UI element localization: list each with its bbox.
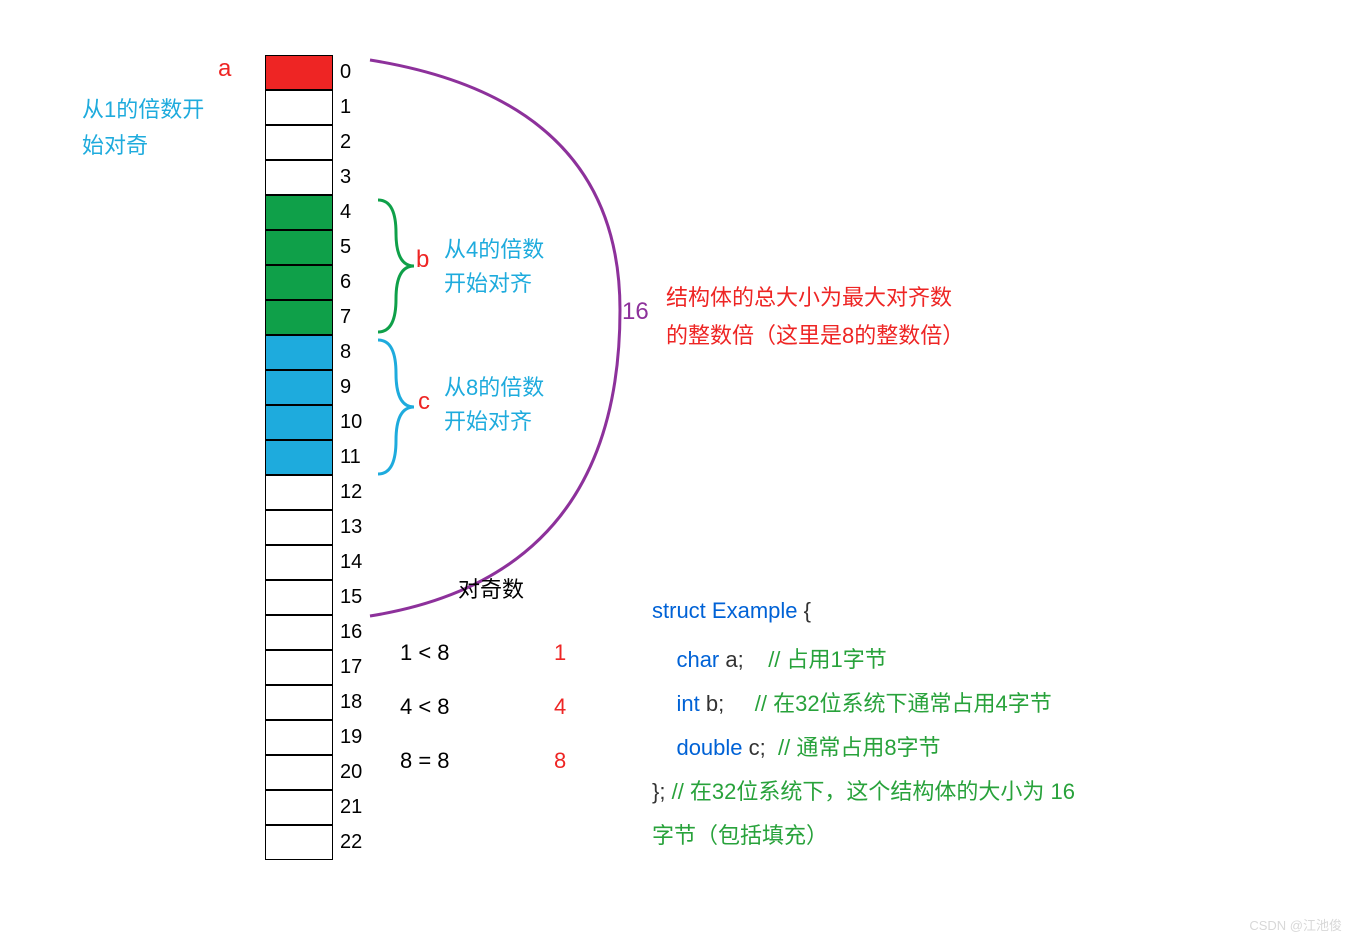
byte-index-19: 19 xyxy=(340,726,362,749)
byte-index-21: 21 xyxy=(340,796,362,819)
byte-index-5: 5 xyxy=(340,236,351,259)
byte-cell-4 xyxy=(265,195,333,230)
brace-c xyxy=(378,340,414,474)
align-expr-1: 4 < 8 xyxy=(400,694,450,720)
code-line-2: int b; // 在32位系统下通常占用4字节 xyxy=(652,686,1052,718)
byte-index-15: 15 xyxy=(340,586,362,609)
byte-index-16: 16 xyxy=(340,621,362,644)
byte-index-7: 7 xyxy=(340,306,351,329)
label-total_l2: 的整数倍（这里是8的整数倍） xyxy=(666,318,964,350)
brace-b xyxy=(378,200,414,332)
byte-cell-11 xyxy=(265,440,333,475)
byte-index-18: 18 xyxy=(340,691,362,714)
label-a_note_l2: 始对奇 xyxy=(82,128,148,160)
label-total_l1: 结构体的总大小为最大对齐数 xyxy=(666,280,952,312)
align-result-0: 1 xyxy=(554,640,566,666)
byte-index-22: 22 xyxy=(340,831,362,854)
align-expr-0: 1 < 8 xyxy=(400,640,450,666)
byte-cell-1 xyxy=(265,90,333,125)
brace-total xyxy=(370,60,620,616)
label-b_note_l2: 开始对齐 xyxy=(444,266,532,298)
align-result-1: 4 xyxy=(554,694,566,720)
byte-cell-20 xyxy=(265,755,333,790)
byte-index-13: 13 xyxy=(340,516,362,539)
byte-cell-3 xyxy=(265,160,333,195)
byte-cell-12 xyxy=(265,475,333,510)
byte-cell-2 xyxy=(265,125,333,160)
byte-index-10: 10 xyxy=(340,411,362,434)
label-b_note_l1: 从4的倍数 xyxy=(444,232,544,264)
code-line-3: double c; // 通常占用8字节 xyxy=(652,730,941,762)
byte-cell-5 xyxy=(265,230,333,265)
byte-cell-10 xyxy=(265,405,333,440)
byte-index-14: 14 xyxy=(340,551,362,574)
byte-cell-13 xyxy=(265,510,333,545)
byte-cell-8 xyxy=(265,335,333,370)
byte-cell-21 xyxy=(265,790,333,825)
byte-index-6: 6 xyxy=(340,271,351,294)
byte-cell-9 xyxy=(265,370,333,405)
code-line-1: char a; // 占用1字节 xyxy=(652,642,887,674)
align-expr-2: 8 = 8 xyxy=(400,748,450,774)
label-a: a xyxy=(218,55,231,83)
byte-cell-18 xyxy=(265,685,333,720)
byte-index-1: 1 xyxy=(340,96,351,119)
byte-index-2: 2 xyxy=(340,131,351,154)
byte-cell-17 xyxy=(265,650,333,685)
byte-cell-22 xyxy=(265,825,333,860)
byte-index-0: 0 xyxy=(340,61,351,84)
label-c_note_l1: 从8的倍数 xyxy=(444,370,544,402)
code-line-4: }; // 在32位系统下，这个结构体的大小为 16 xyxy=(652,774,1075,806)
byte-cell-16 xyxy=(265,615,333,650)
byte-index-4: 4 xyxy=(340,201,351,224)
watermark: CSDN @江池俊 xyxy=(1249,915,1342,934)
byte-index-8: 8 xyxy=(340,341,351,364)
label-sixteen: 16 xyxy=(622,298,649,326)
byte-cell-15 xyxy=(265,580,333,615)
align-result-2: 8 xyxy=(554,748,566,774)
label-c_note_l2: 开始对齐 xyxy=(444,404,532,436)
label-c: c xyxy=(418,388,430,416)
code-line-0: struct Example { xyxy=(652,598,811,624)
byte-index-11: 11 xyxy=(340,446,361,469)
byte-cell-14 xyxy=(265,545,333,580)
align-header: 对奇数 xyxy=(458,572,524,604)
label-b: b xyxy=(416,246,429,274)
byte-cell-6 xyxy=(265,265,333,300)
byte-cell-19 xyxy=(265,720,333,755)
byte-cell-7 xyxy=(265,300,333,335)
byte-index-12: 12 xyxy=(340,481,362,504)
byte-index-20: 20 xyxy=(340,761,362,784)
byte-cell-0 xyxy=(265,55,333,90)
byte-index-3: 3 xyxy=(340,166,351,189)
code-line-5: 字节（包括填充） xyxy=(652,818,828,850)
byte-index-9: 9 xyxy=(340,376,351,399)
label-a_note_l1: 从1的倍数开 xyxy=(82,92,204,124)
byte-index-17: 17 xyxy=(340,656,362,679)
